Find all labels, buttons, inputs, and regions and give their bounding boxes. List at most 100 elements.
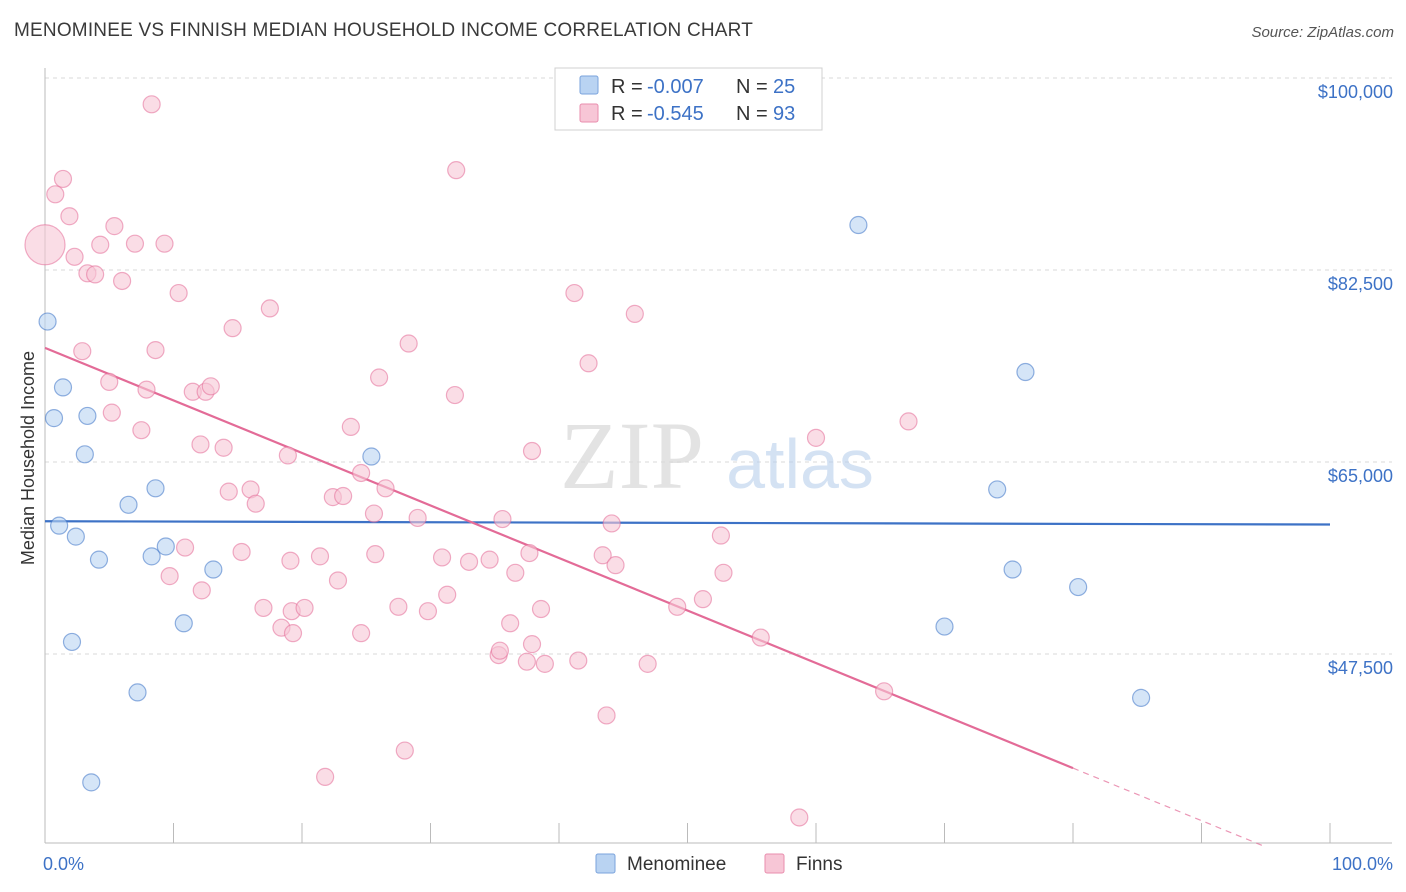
legend-r-label-1: R = <box>611 103 643 125</box>
point-finns-34 <box>806 428 826 447</box>
point-finns-9 <box>65 247 84 266</box>
point-finns-45 <box>175 538 195 557</box>
point-finns-75 <box>522 635 542 654</box>
trend-line-1 <box>44 346 1074 770</box>
trend-line-0 <box>44 520 1331 526</box>
bottom-legend-swatch-finns <box>764 853 785 874</box>
point-finns-46 <box>232 542 251 562</box>
point-menominee-14 <box>62 632 82 652</box>
point-finns-35 <box>899 412 918 431</box>
point-finns-19 <box>100 372 119 392</box>
point-finns-8 <box>155 234 174 253</box>
point-finns-38 <box>246 494 265 513</box>
point-finns-90 <box>602 514 621 533</box>
point-menominee-3 <box>78 406 97 426</box>
point-finns-23 <box>201 377 220 396</box>
point-finns-67 <box>438 585 457 604</box>
legend-n-value-1: 93 <box>773 103 795 125</box>
top-legend: R = -0.007 N = 25 R = -0.545 N = 93 <box>554 67 823 131</box>
legend-r-value-0: -0.007 <box>647 76 704 98</box>
point-menominee-6 <box>146 479 165 498</box>
point-finns-29 <box>191 435 210 454</box>
point-finns-54 <box>593 546 612 565</box>
legend-n-label-0: N = <box>736 76 768 98</box>
source-label: Source: ZipAtlas.com <box>1251 24 1394 41</box>
point-finns-49 <box>366 545 385 564</box>
point-finns-72 <box>283 624 303 643</box>
y-tick-label-2: $82,500 <box>1328 274 1393 294</box>
point-finns-59 <box>328 571 348 590</box>
point-finns-30 <box>214 438 233 457</box>
point-finns-66 <box>418 602 438 621</box>
point-finns-88 <box>447 161 466 180</box>
point-menominee-8 <box>66 527 85 546</box>
watermark: ZIP atlas <box>560 402 874 509</box>
point-finns-17 <box>73 342 92 361</box>
point-menominee-15 <box>128 683 147 702</box>
point-finns-32 <box>278 446 297 465</box>
legend-r-label-0: R = <box>611 76 643 98</box>
x-tick-label-0: 0.0% <box>43 854 84 874</box>
point-finns-85 <box>395 741 414 760</box>
point-menominee-24 <box>1132 688 1151 707</box>
point-finns-3 <box>60 207 79 226</box>
point-menominee-23 <box>935 617 954 636</box>
point-finns-55 <box>606 556 625 575</box>
point-finns-5 <box>24 224 66 266</box>
point-finns-84 <box>597 706 616 725</box>
x-tick-label-1: 100.0% <box>1332 854 1393 874</box>
point-finns-25 <box>445 385 465 405</box>
point-finns-40 <box>334 486 353 506</box>
point-finns-1 <box>53 169 73 189</box>
point-finns-58 <box>192 581 211 600</box>
watermark-zip: ZIP <box>560 402 704 509</box>
bottom-legend-menominee: Menominee <box>627 854 726 875</box>
data-points <box>24 95 1151 827</box>
point-menominee-7 <box>50 516 69 535</box>
point-finns-91 <box>625 304 644 323</box>
point-finns-80 <box>535 654 554 673</box>
legend-swatch-menominee <box>579 75 599 95</box>
grid-lines <box>45 77 1392 655</box>
point-finns-42 <box>376 479 395 498</box>
point-finns-57 <box>160 567 179 586</box>
point-finns-69 <box>668 597 687 616</box>
y-tick-labels: $47,500 $65,000 $82,500 $100,000 <box>1318 82 1393 678</box>
bottom-legend-finns: Finns <box>796 854 842 875</box>
point-finns-70 <box>693 590 713 609</box>
point-finns-47 <box>281 551 300 570</box>
point-finns-43 <box>364 504 384 523</box>
point-finns-13 <box>169 283 188 303</box>
point-finns-51 <box>459 552 479 571</box>
point-menominee-11 <box>156 537 175 556</box>
trend-line-dashed-1 <box>1072 767 1266 848</box>
point-finns-87 <box>790 808 809 827</box>
point-finns-15 <box>223 319 242 338</box>
point-menominee-1 <box>53 378 73 397</box>
point-finns-62 <box>254 598 273 618</box>
point-menominee-16 <box>82 773 101 792</box>
point-finns-73 <box>352 624 371 643</box>
point-menominee-9 <box>89 550 109 569</box>
point-finns-4 <box>105 217 124 236</box>
legend-n-label-1: N = <box>736 103 768 125</box>
point-finns-24 <box>370 368 389 387</box>
point-finns-36 <box>219 482 238 501</box>
point-menominee-10 <box>142 547 161 566</box>
point-menominee-2 <box>44 409 64 428</box>
point-finns-86 <box>316 767 335 786</box>
point-menominee-19 <box>1016 362 1035 382</box>
point-finns-79 <box>517 652 536 671</box>
point-finns-6 <box>91 235 110 254</box>
point-menominee-5 <box>119 495 138 514</box>
point-finns-44 <box>408 508 427 528</box>
point-finns-28 <box>132 421 151 440</box>
point-menominee-20 <box>988 480 1007 499</box>
point-finns-60 <box>506 563 525 582</box>
point-finns-53 <box>520 543 539 563</box>
point-finns-52 <box>480 550 499 569</box>
point-finns-26 <box>579 354 598 373</box>
chart-title: MENOMINEE VS FINNISH MEDIAN HOUSEHOLD IN… <box>14 20 754 41</box>
point-menominee-4 <box>75 445 94 464</box>
